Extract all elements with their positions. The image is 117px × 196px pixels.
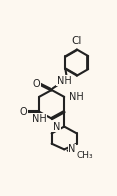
Text: NH: NH [57,76,72,86]
Text: N: N [53,122,60,132]
Text: O: O [32,79,40,89]
Text: NH: NH [32,113,46,123]
Text: Cl: Cl [72,36,82,46]
Text: NH: NH [69,92,84,102]
Text: N: N [68,144,76,154]
Text: O: O [20,107,27,117]
Text: CH₃: CH₃ [77,151,93,160]
